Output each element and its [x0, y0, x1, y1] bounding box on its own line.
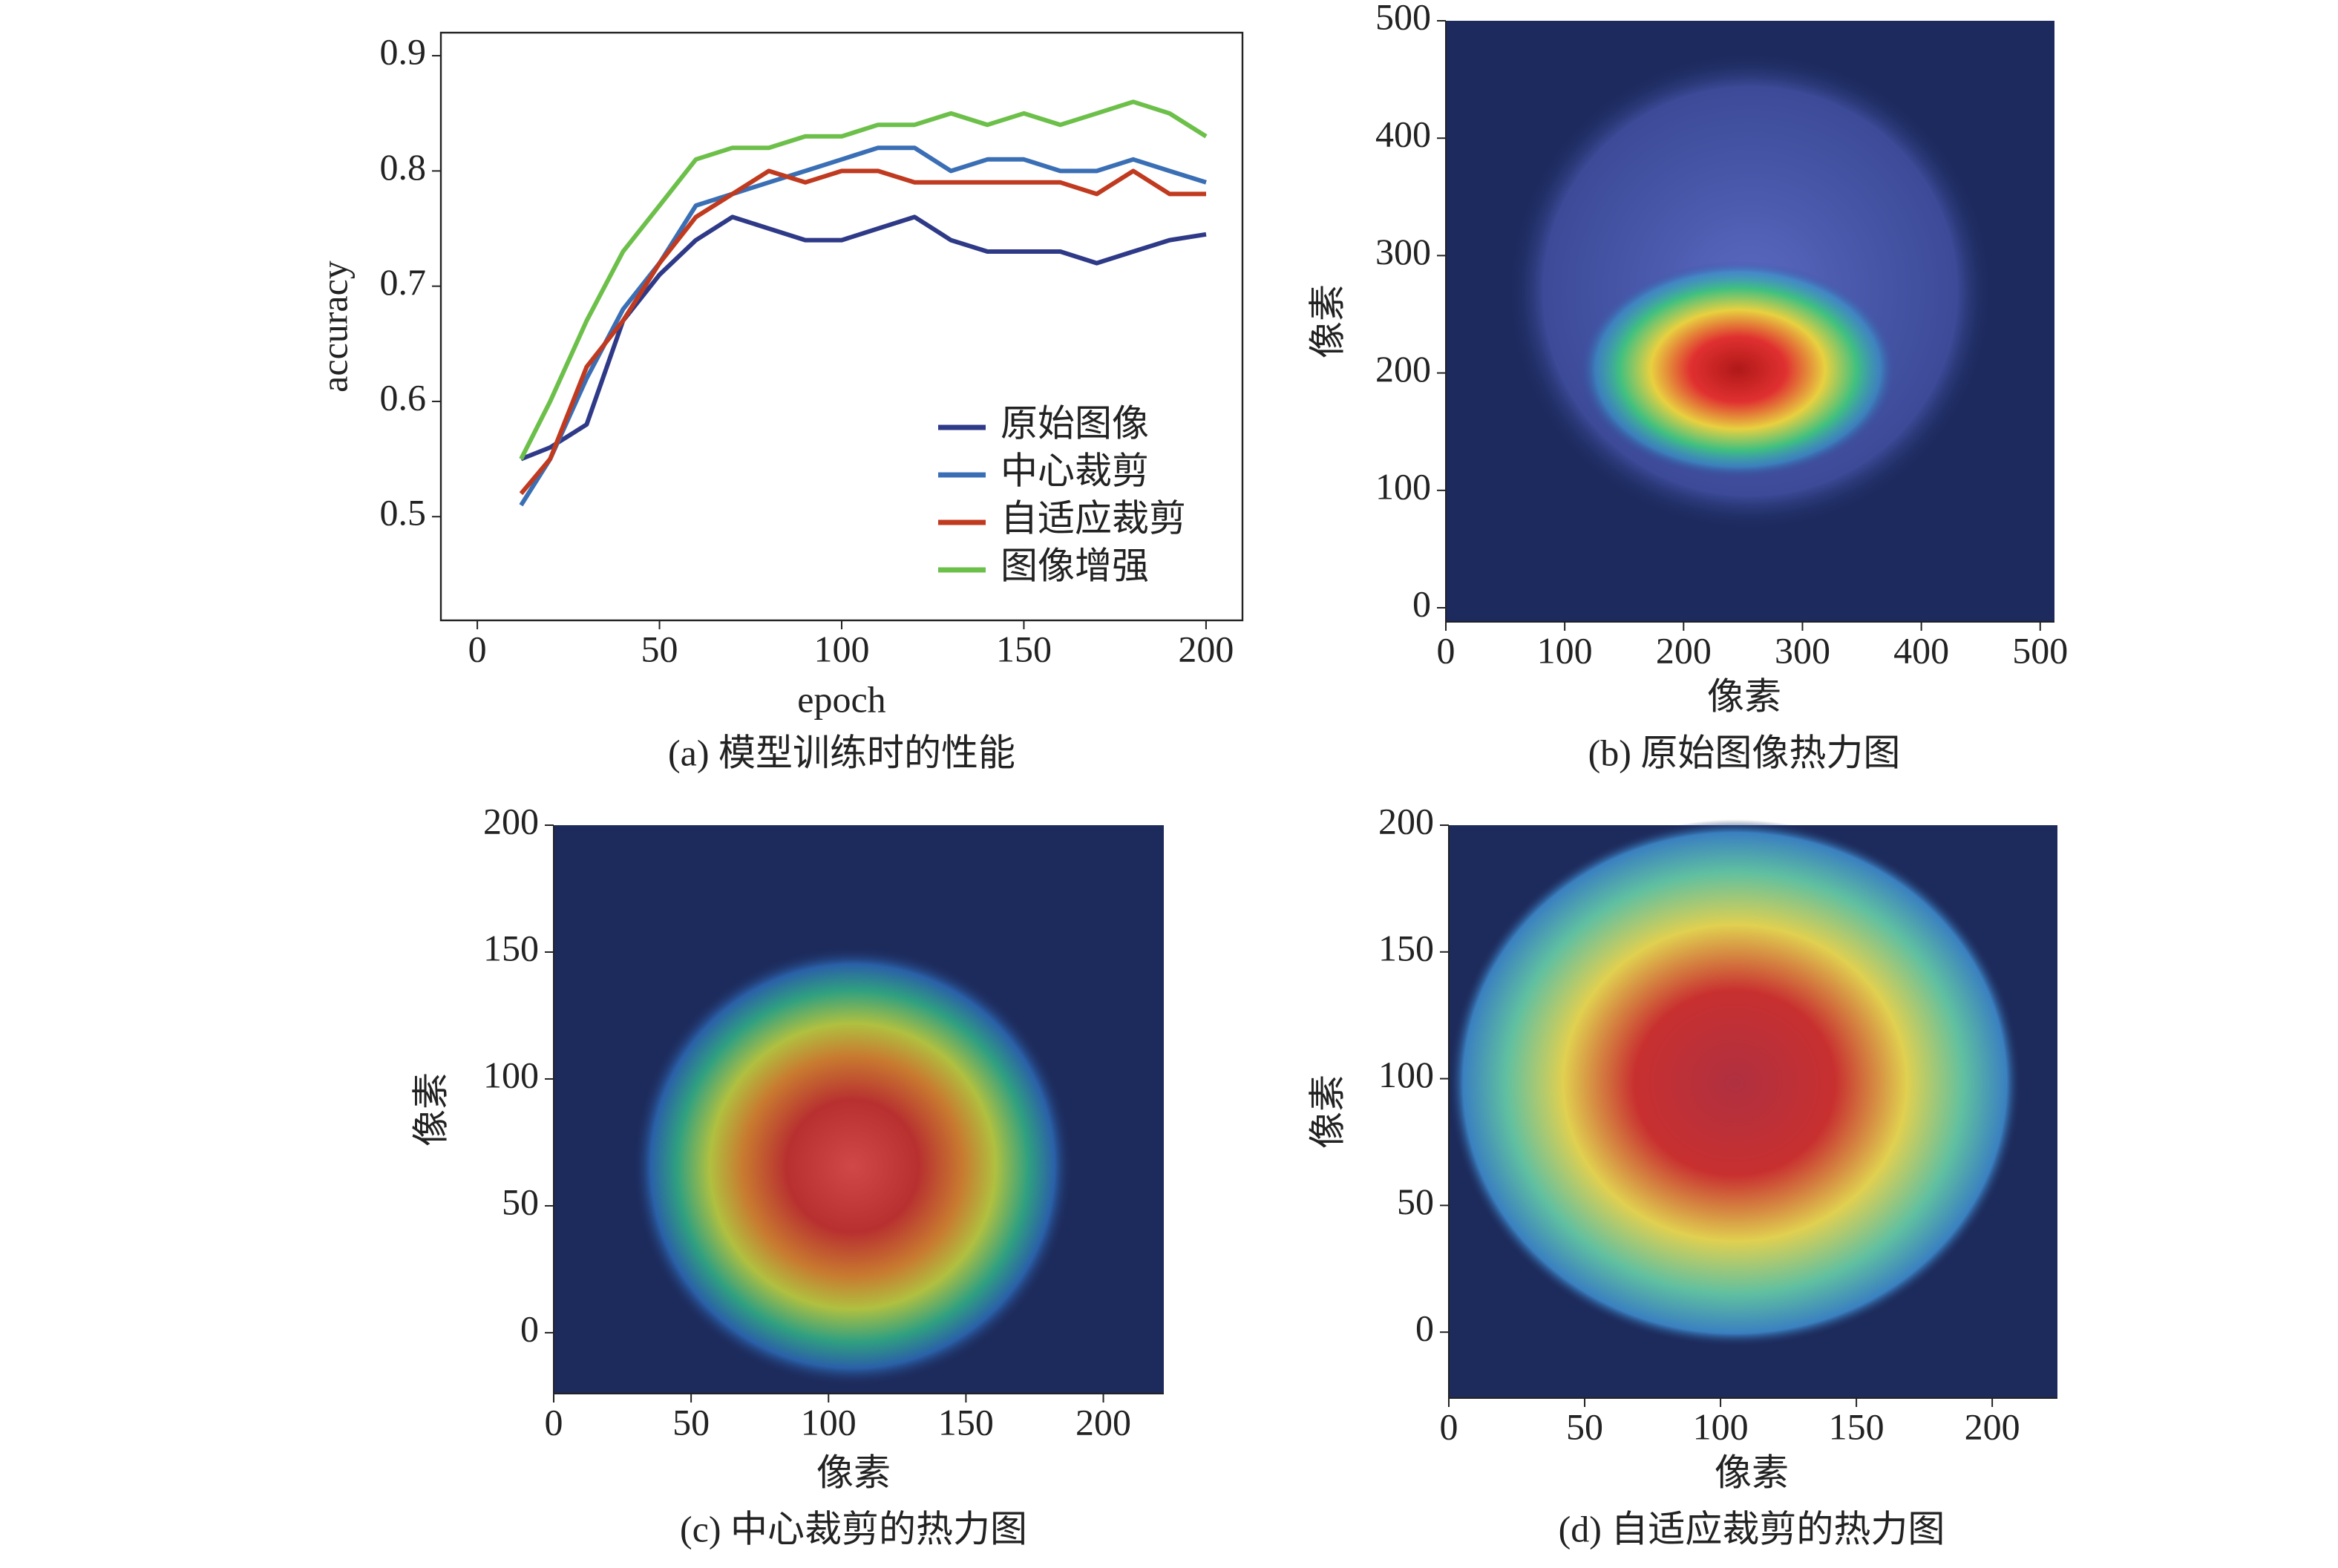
x-tick-label: 0: [1440, 1405, 1458, 1447]
y-tick-label: 500: [1375, 0, 1431, 37]
x-tick-label: 500: [2012, 629, 2068, 671]
x-axis-label: epoch: [797, 678, 885, 720]
y-tick-label: 100: [483, 1054, 539, 1095]
x-axis-label: 像素: [1707, 675, 1781, 717]
x-tick-label: 100: [1693, 1405, 1749, 1447]
y-tick-label: 100: [1375, 465, 1431, 507]
y-tick-label: 0.6: [380, 376, 427, 418]
x-tick-label: 100: [801, 1401, 857, 1443]
y-tick-label: 200: [483, 800, 539, 842]
caption: (b) 原始图像热力图: [1588, 732, 1901, 773]
y-tick-label: 0: [520, 1308, 539, 1349]
x-tick-label: 50: [672, 1401, 710, 1443]
y-tick-label: 150: [1378, 927, 1434, 968]
series-line: [519, 168, 1206, 496]
caption: (d) 自适应裁剪的热力图: [1559, 1508, 1945, 1549]
y-tick-label: 0.9: [380, 31, 427, 73]
y-axis-label: accuracy: [313, 260, 355, 393]
legend-label: 原始图像: [1001, 402, 1149, 444]
x-tick-label: 200: [1656, 629, 1712, 671]
y-tick-label: 100: [1378, 1054, 1434, 1095]
x-tick-label: 150: [996, 628, 1052, 669]
y-tick-label: 0.5: [380, 492, 427, 534]
x-tick-label: 50: [641, 628, 678, 669]
heatmap-hotspot: [632, 946, 1073, 1386]
y-axis-label: 像素: [410, 1072, 451, 1147]
legend-label: 中心裁剪: [1001, 450, 1149, 491]
x-tick-label: 100: [814, 628, 870, 669]
y-tick-label: 50: [502, 1181, 539, 1222]
y-tick-label: 400: [1375, 114, 1431, 155]
series-line: [519, 145, 1207, 507]
y-tick-label: 200: [1375, 348, 1431, 390]
y-axis-label: 像素: [1306, 1075, 1348, 1149]
y-tick-label: 150: [483, 927, 539, 968]
x-tick-label: 200: [1965, 1405, 2020, 1447]
caption: (a) 模型训练时的性能: [668, 732, 1015, 773]
x-tick-label: 200: [1075, 1401, 1131, 1443]
y-tick-label: 0: [1415, 1308, 1434, 1349]
x-axis-label: 像素: [1715, 1451, 1789, 1493]
x-tick-label: 0: [468, 628, 487, 669]
x-tick-label: 400: [1893, 629, 1949, 671]
x-tick-label: 0: [545, 1401, 563, 1443]
x-tick-label: 150: [1829, 1405, 1885, 1447]
x-tick-label: 50: [1566, 1405, 1603, 1447]
y-tick-label: 0.7: [380, 261, 427, 303]
legend-label: 图像增强: [1001, 545, 1149, 586]
x-tick-label: 150: [938, 1401, 994, 1443]
x-axis-label: 像素: [816, 1451, 891, 1493]
y-tick-label: 300: [1375, 231, 1431, 272]
y-axis-label: 像素: [1306, 284, 1348, 358]
y-tick-label: 0: [1412, 583, 1431, 624]
y-tick-label: 50: [1397, 1181, 1434, 1222]
x-tick-label: 100: [1537, 629, 1593, 671]
caption: (c) 中心裁剪的热力图: [680, 1508, 1027, 1549]
x-tick-label: 0: [1437, 629, 1455, 671]
x-tick-label: 300: [1775, 629, 1830, 671]
y-tick-label: 200: [1378, 800, 1434, 842]
x-tick-label: 200: [1178, 628, 1234, 669]
heatmap-hotspot: [1579, 261, 1896, 478]
legend-label: 自适应裁剪: [1001, 497, 1186, 539]
heatmap-hotspot: [1448, 819, 2021, 1347]
y-tick-label: 0.8: [380, 146, 427, 188]
series-line: [519, 99, 1208, 460]
